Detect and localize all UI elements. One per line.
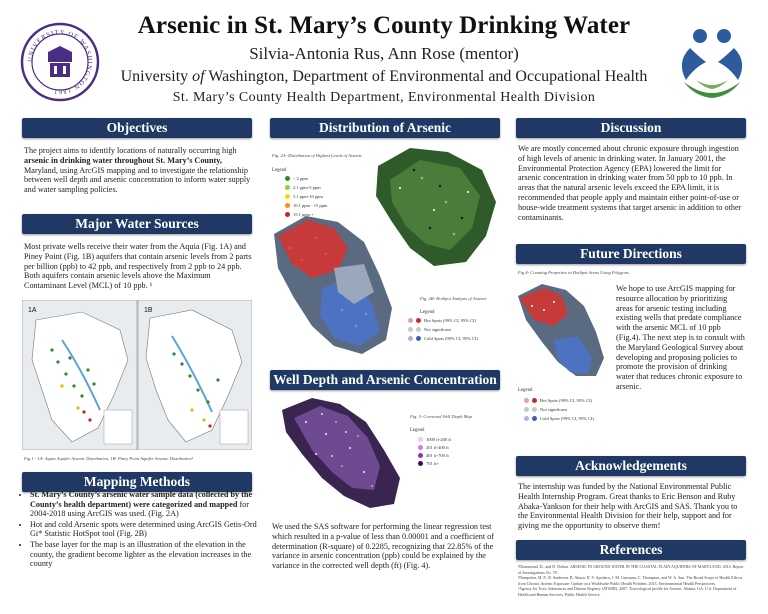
legend-item: Not significant	[524, 407, 567, 412]
legend-item: < 2 ppm	[285, 176, 308, 181]
fig-1-caption: Fig 1 - 1A- Aquia Aquifer Arsenic Distri…	[24, 456, 193, 461]
fig-4-legend-title: Legend	[518, 388, 533, 393]
poster-title: Arsenic in St. Mary’s County Drinking Wa…	[137, 12, 631, 39]
legend-item: 401 ft-700 ft	[418, 453, 449, 458]
legend-item: 2.1 ppm-5 ppm	[285, 185, 321, 190]
distribution-heading: Distribution of Arsenic	[270, 118, 500, 138]
fig-3-map	[282, 398, 400, 508]
objectives-text: The project aims to identify locations o…	[24, 146, 251, 195]
university-seal-logo: UNIVERSITY OF WASHINGTON 1861	[20, 22, 100, 102]
list-item: St. Mary’s County’s arsenic water sample…	[30, 490, 266, 519]
legend-item: 5.1 ppm-10 ppm	[285, 194, 323, 199]
mapping-methods-heading: Mapping Methods	[22, 472, 252, 492]
fig-2a-legend-title: Legend	[272, 168, 287, 173]
affiliation-primary: University of Washington, Department of …	[120, 68, 648, 85]
references-heading: References	[516, 540, 746, 560]
fig-1b-label: 1B	[144, 307, 153, 314]
fig-2b-legend-title: Legend	[420, 310, 435, 315]
legend-item: 201 ft-400 ft	[418, 445, 449, 450]
legend-item: 10.1 ppm - 15 ppm	[285, 203, 327, 208]
references-list: ¹Drummond, D., and D. Bolton. ARSENIC IN…	[518, 564, 746, 597]
fig-1a-label: 1A	[28, 307, 37, 314]
objectives-heading: Objectives	[22, 118, 252, 138]
legend-item: Cold Spots (99% CI, 95% CI)	[408, 336, 478, 341]
acknowledgements-heading: Acknowledgements	[516, 456, 746, 476]
well-depth-text: We used the SAS software for performing …	[272, 522, 494, 571]
discussion-text: We are mostly concerned about chronic ex…	[518, 144, 742, 222]
acknowledgements-text: The internship was funded by the Nationa…	[518, 482, 738, 531]
fig-3-legend-title: Legend	[410, 428, 425, 433]
well-depth-heading: Well Depth and Arsenic Concentration	[270, 370, 500, 390]
water-sources-heading: Major Water Sources	[22, 214, 252, 234]
legend-item: 701 ft+	[418, 461, 439, 466]
future-directions-text: We hope to use ArcGIS mapping for resour…	[616, 284, 745, 391]
poster-authors: Silvia-Antonia Rus, Ann Rose (mentor)	[249, 44, 519, 63]
fig-4-map	[518, 284, 604, 376]
water-sources-text: Most private wells receive their water f…	[24, 242, 252, 291]
fig-3-caption: Fig. 3- Corrected Well Depth Map	[410, 414, 472, 419]
fig-2a-map	[376, 148, 496, 266]
affiliation-secondary: St. Mary’s County Health Department, Env…	[172, 90, 596, 105]
fig-2a-caption: Fig. 2A- Distribution of Highest Levels …	[272, 153, 362, 158]
poster-header: UNIVERSITY OF WASHINGTON 1861 Arsenic in…	[0, 0, 768, 110]
legend-item: Hot Spots (99% CI, 95% CI)	[408, 318, 476, 323]
reference-item: ³Agency for Toxic Substances and Disease…	[518, 586, 737, 597]
list-item: Hot and cold Arsenic spots were determin…	[30, 520, 266, 539]
future-directions-heading: Future Directions	[516, 244, 746, 264]
fig-4-caption: Fig 4- Counting Properties in HotSpot Ar…	[518, 270, 629, 275]
reference-item: ²Nampalon, M. P., R. Andersen, R. Abaza,…	[518, 575, 743, 586]
legend-item: 1000 ft-200 ft	[418, 437, 451, 442]
fig-2b-caption: Fig. 2B- HotSpot Analysis of Arsenic	[420, 296, 487, 301]
list-item: The base layer for the map is an illustr…	[30, 540, 266, 569]
legend-item: Cold Spots (99% CI, 95% CI)	[524, 416, 594, 421]
mapping-methods-list: St. Mary’s County’s arsenic water sample…	[14, 490, 266, 570]
discussion-heading: Discussion	[516, 118, 746, 138]
aquifer-maps-figure: 1A 1B	[22, 300, 252, 450]
legend-item: Not significant	[408, 327, 451, 332]
health-department-logo	[681, 29, 743, 98]
legend-item: Hot Spots (99% CI, 95% CI)	[524, 398, 592, 403]
reference-item: ¹Drummond, D., and D. Bolton. ARSENIC IN…	[518, 564, 744, 575]
fig-2b-map	[274, 216, 392, 354]
legend-item: 15.1 ppm +	[285, 212, 314, 217]
